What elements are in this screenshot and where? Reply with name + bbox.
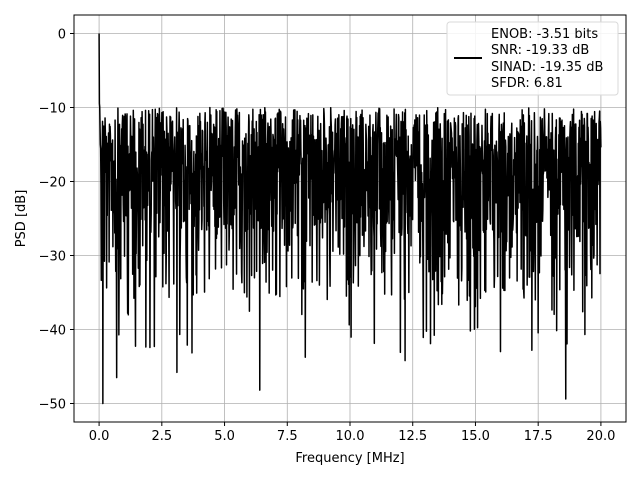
x-tick-label: 7.5	[277, 429, 298, 444]
y-tick-label: −10	[39, 102, 66, 117]
y-tick-label: −50	[39, 398, 66, 413]
x-tick-label: 5.0	[214, 429, 235, 444]
x-axis-label: Frequency [MHz]	[295, 451, 404, 466]
y-tick-label: 0	[58, 28, 66, 43]
y-axis-label: PSD [dB]	[14, 190, 29, 248]
x-tick-label: 15.0	[461, 429, 490, 444]
legend: ENOB: -3.51 bits SNR: -19.33 dB SINAD: -…	[446, 21, 619, 96]
x-tick-label: 17.5	[524, 429, 553, 444]
y-tick-label: −40	[39, 324, 66, 339]
legend-line-sfdr: SFDR: 6.81	[491, 76, 563, 91]
y-ticks: 0 −10 −20 −30 −40 −50	[39, 28, 74, 413]
legend-line-sinad: SINAD: -19.35 dB	[491, 60, 603, 75]
series-group	[98, 33, 602, 405]
y-tick-label: −20	[39, 176, 66, 191]
x-tick-label: 0.0	[89, 429, 110, 444]
legend-line-enob: ENOB: -3.51 bits	[491, 27, 598, 42]
x-tick-label: 20.0	[586, 429, 615, 444]
legend-box	[446, 21, 619, 96]
x-ticks: 0.0 2.5 5.0 7.5 10.0 12.5 15.0 17.5 20.0	[89, 422, 615, 444]
psd-series-line	[98, 33, 602, 405]
x-tick-label: 12.5	[398, 429, 427, 444]
x-tick-label: 2.5	[151, 429, 172, 444]
legend-line-snr: SNR: -19.33 dB	[491, 43, 589, 58]
y-tick-label: −30	[39, 250, 66, 265]
x-tick-label: 10.0	[336, 429, 365, 444]
